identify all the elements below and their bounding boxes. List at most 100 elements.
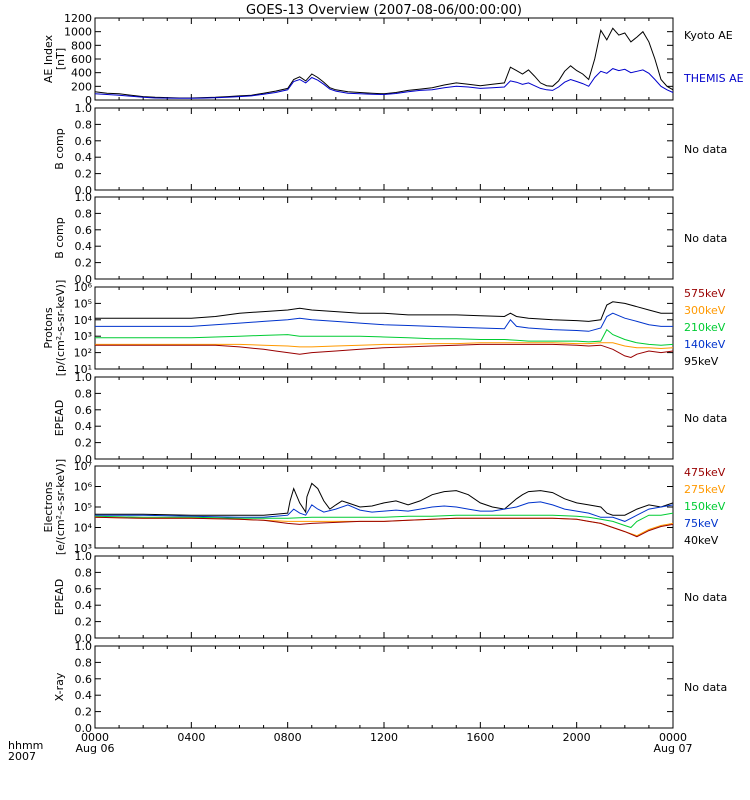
- x-tick-label: 0400: [177, 731, 205, 744]
- y-tick-label: 0.0: [75, 273, 93, 286]
- panel-electrons: 10³ 10⁴ 10⁵ 10⁶ 10⁷ Electrons [e/(cm²-s-sr-keV…: [42, 459, 726, 555]
- y-tick-label: 0.6: [75, 404, 93, 417]
- y-tick-label: 0.8: [75, 118, 93, 131]
- x-tick-label: 2000: [563, 731, 591, 744]
- panel-protons: 10¹ 10² 10³ 10⁴ 10⁵ 10⁶ Protons [p/(cm²-s-sr-ke…: [42, 280, 726, 377]
- x-tick-label: 1600: [466, 731, 494, 744]
- x-axis: hhmm 2007 0000 Aug 06 0400 0800 1200 1600 2000…: [8, 731, 692, 763]
- panel-bcomp1: 0.0 0.2 0.4 0.6 0.8 1.0 B comp No data: [53, 102, 727, 197]
- y-axis-label: [e/(cm²-s-sr-keV)]: [54, 459, 67, 555]
- series-150kev: [94, 512, 674, 529]
- y-axis-label: [p/(cm²-s-sr-keV)]: [54, 280, 67, 377]
- no-data-label: No data: [684, 232, 727, 245]
- no-data-label: No data: [684, 681, 727, 694]
- y-tick-label: 0.6: [75, 673, 93, 686]
- y-tick-label: 0.8: [75, 656, 93, 669]
- series-40kev: [95, 482, 674, 516]
- y-tick-label: 0.8: [75, 387, 93, 400]
- legend-entry: 475keV: [684, 466, 726, 479]
- panel-frame: [94, 376, 674, 460]
- no-data-label: No data: [684, 591, 727, 604]
- legend-entry: 95keV: [684, 355, 719, 368]
- y-tick-label: 1.0: [75, 550, 93, 563]
- y-axis-label: Protons: [42, 307, 55, 348]
- panel-frame: [94, 17, 674, 101]
- x-axis-corner-bottom: 2007: [8, 750, 36, 763]
- x-tick-date: Aug 06: [76, 742, 115, 755]
- series-300kev: [95, 342, 674, 350]
- legend-entry: THEMIS AE: [683, 72, 744, 85]
- panel-bcomp2: 0.0 0.2 0.4 0.6 0.8 1.0 B comp No data: [53, 191, 727, 286]
- y-tick-label: 1200: [64, 12, 92, 25]
- y-tick-label: 10³: [74, 542, 92, 555]
- legend-entry: 40keV: [684, 534, 719, 547]
- legend-entry: 150keV: [684, 500, 726, 513]
- x-axis-corner-top: hhmm: [8, 739, 43, 752]
- y-axis-label: B comp: [53, 217, 66, 259]
- x-tick-label: 0000: [659, 731, 687, 744]
- series-140kev: [95, 312, 673, 332]
- legend-entry: Kyoto AE: [684, 29, 733, 42]
- y-tick-label: 0.2: [75, 257, 93, 270]
- y-tick-label: 0.4: [75, 420, 93, 433]
- legend-entry: 75keV: [684, 517, 719, 530]
- legend-entry: 275keV: [684, 483, 726, 496]
- figure-title: GOES-13 Overview (2007-08-06/00:00:00): [246, 3, 522, 18]
- y-tick-label: 1000: [64, 26, 92, 39]
- y-tick-label: 400: [71, 67, 92, 80]
- y-tick-label: 1.0: [75, 191, 93, 204]
- y-tick-label: 0.6: [75, 224, 93, 237]
- y-axis-label: X-ray: [53, 672, 66, 701]
- y-tick-label: 10⁴: [74, 314, 93, 327]
- panel-frame: [94, 465, 674, 549]
- y-tick-label: 600: [71, 53, 92, 66]
- y-tick-label: 0.4: [75, 151, 93, 164]
- series-475kev: [94, 516, 674, 538]
- series-75kev: [95, 501, 674, 522]
- y-tick-label: 0.2: [75, 168, 93, 181]
- y-tick-label: 0.0: [75, 184, 93, 197]
- y-tick-label: 10⁵: [74, 501, 92, 514]
- legend-entry: 210keV: [684, 321, 726, 334]
- y-tick-label: 0.2: [75, 706, 93, 719]
- y-tick-label: 0.0: [75, 722, 93, 735]
- y-tick-label: 0.6: [75, 135, 93, 148]
- y-tick-label: 10⁶: [74, 281, 93, 294]
- panel-frame: [94, 196, 674, 280]
- no-data-label: No data: [684, 143, 727, 156]
- x-tick-label: 1200: [370, 731, 398, 744]
- series-275kev: [94, 516, 674, 537]
- y-tick-label: 0.6: [75, 583, 93, 596]
- panel-frame: [94, 645, 674, 729]
- series-themis-ae: [94, 68, 674, 99]
- y-tick-label: 10⁴: [74, 522, 93, 535]
- y-tick-label: 0.2: [75, 437, 93, 450]
- y-tick-label: 800: [71, 39, 92, 52]
- x-tick-date: Aug 07: [654, 742, 693, 755]
- y-tick-label: 0.8: [75, 207, 93, 220]
- panel-epead1: 0.0 0.2 0.4 0.6 0.8 1.0 EPEAD No data: [53, 371, 727, 466]
- series-kyoto-ae: [94, 27, 674, 99]
- y-tick-label: 10¹: [74, 363, 92, 376]
- panel-frame: [94, 286, 674, 370]
- y-tick-label: 200: [71, 80, 92, 93]
- y-tick-label: 0.4: [75, 689, 93, 702]
- panel-frame: [94, 555, 674, 639]
- y-tick-label: 10³: [74, 330, 92, 343]
- y-axis-label: [nT]: [54, 48, 67, 70]
- y-tick-label: 1.0: [75, 371, 93, 384]
- panel-xray: 0.0 0.2 0.4 0.6 0.8 1.0 X-ray No data: [53, 640, 727, 735]
- y-tick-label: 0.2: [75, 616, 93, 629]
- y-tick-label: 1.0: [75, 102, 93, 115]
- series-210kev: [95, 328, 674, 346]
- series-95kev: [95, 301, 673, 322]
- legend-entry: 300keV: [684, 304, 726, 317]
- y-axis-label: Electrons: [42, 481, 55, 532]
- y-tick-label: 0.4: [75, 599, 93, 612]
- y-tick-label: 0.0: [75, 453, 93, 466]
- y-tick-label: 1.0: [75, 640, 93, 653]
- y-tick-label: 10⁶: [74, 481, 93, 494]
- x-tick-label: 0800: [274, 731, 302, 744]
